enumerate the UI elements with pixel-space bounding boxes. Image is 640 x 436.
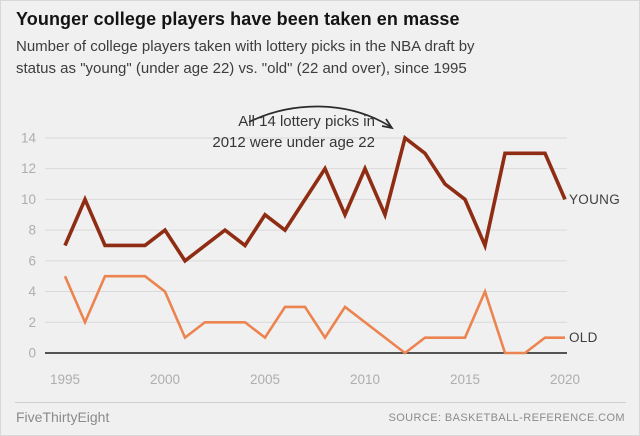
y-tick-label: 12 (21, 161, 36, 176)
footer-brand: FiveThirtyEight (16, 409, 110, 425)
chart-subtitle-line2: status as "young" (under age 22) vs. "ol… (16, 60, 467, 77)
footer-source: SOURCE: BASKETBALL-REFERENCE.COM (388, 412, 625, 424)
old-series-label: OLD (569, 330, 598, 345)
x-tick-label: 2000 (150, 372, 180, 387)
y-tick-label: 6 (28, 253, 36, 268)
y-tick-label: 14 (21, 130, 37, 145)
x-tick-label: 1995 (50, 372, 80, 387)
chart-title: Younger college players have been taken … (16, 9, 460, 29)
chart-subtitle-line1: Number of college players taken with lot… (16, 38, 475, 55)
annotation-line1: All 14 lottery picks in (238, 113, 375, 130)
y-tick-label: 2 (28, 315, 36, 330)
x-tick-label: 2005 (250, 372, 280, 387)
young-line (63, 134, 567, 264)
young-series-label: YOUNG (569, 192, 621, 207)
old-line (63, 274, 565, 355)
annotation-line2: 2012 were under age 22 (212, 134, 375, 151)
y-tick-label: 4 (28, 284, 36, 299)
chart-annotation: All 14 lottery picks in 2012 were under … (212, 111, 375, 153)
footer-divider (15, 402, 626, 403)
x-tick-label: 2020 (550, 372, 580, 387)
y-tick-label: 0 (28, 346, 36, 361)
x-tick-label: 2010 (350, 372, 380, 387)
x-tick-label: 2015 (450, 372, 480, 387)
chart-subtitle: Number of college players taken with lot… (16, 36, 631, 80)
y-tick-label: 8 (28, 223, 36, 238)
annotation-arrowhead (381, 118, 394, 130)
y-tick-label: 10 (21, 192, 36, 207)
annotation-arrow (248, 105, 392, 128)
